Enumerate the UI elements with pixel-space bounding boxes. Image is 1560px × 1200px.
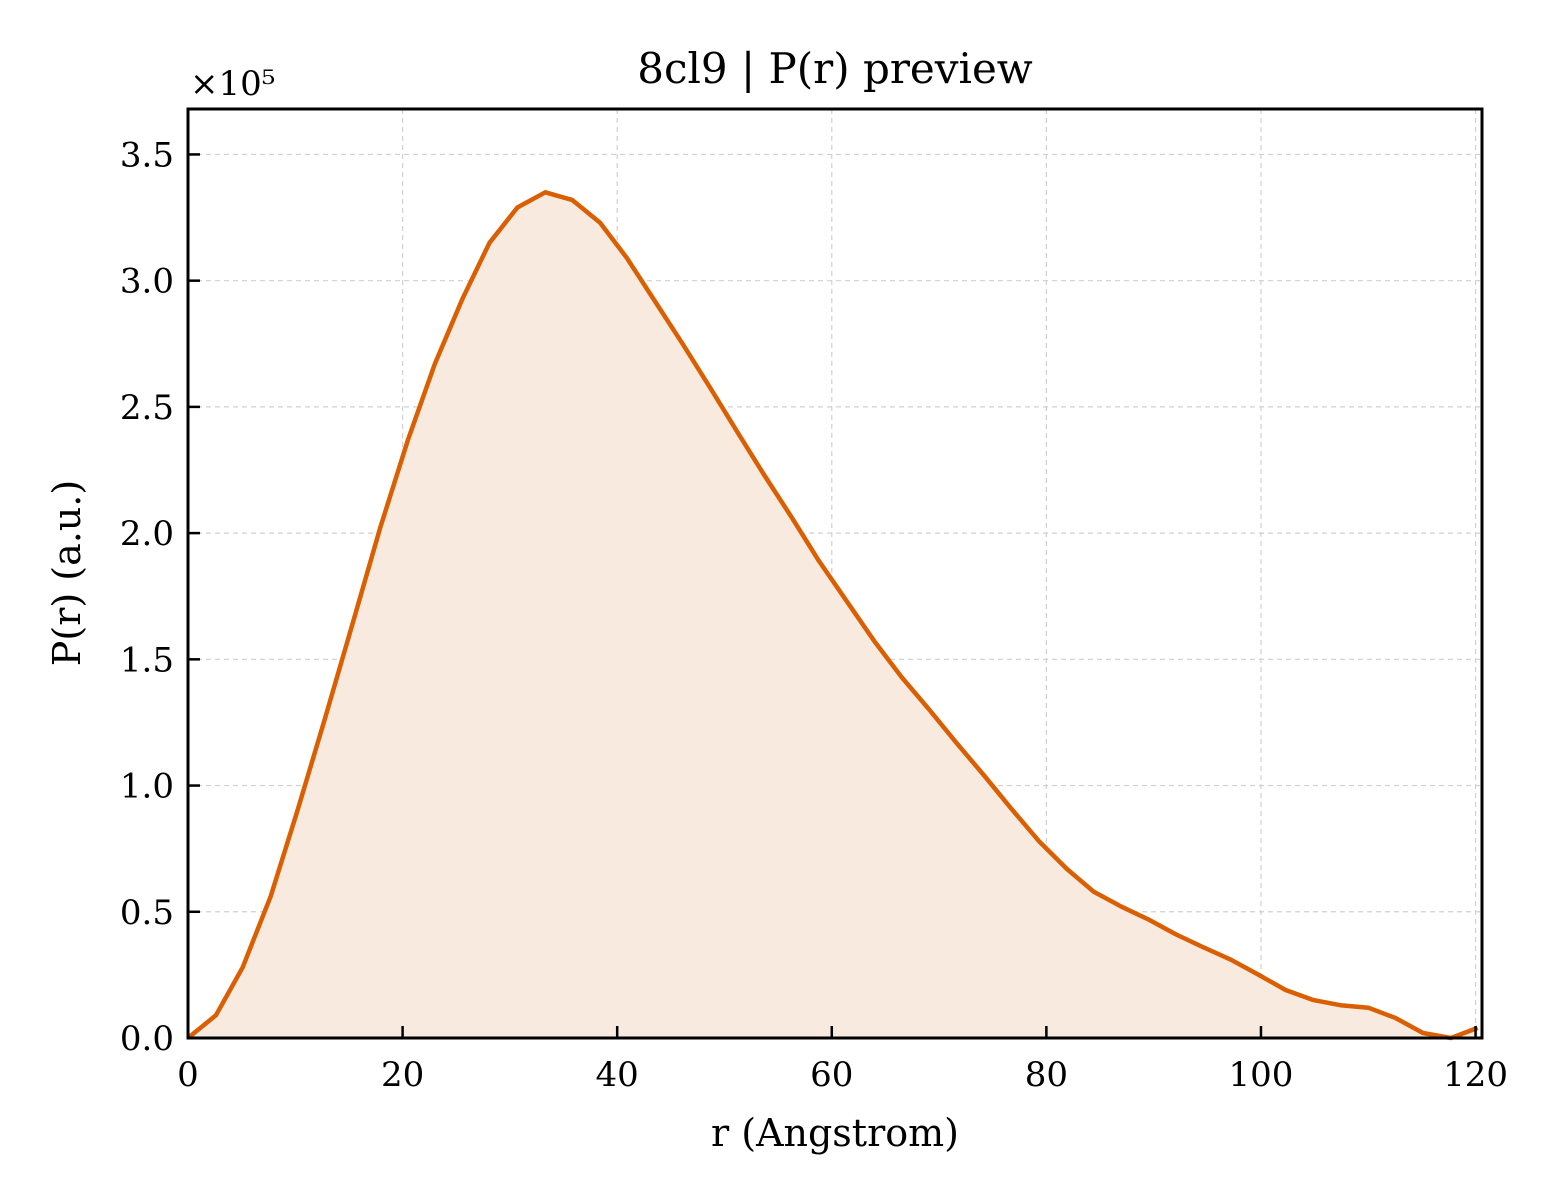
y-tick-label: 3.0	[120, 262, 174, 302]
y-tick-label: 1.5	[120, 640, 174, 680]
chart-title: 8cl9 | P(r) preview	[637, 44, 1033, 93]
x-tick-label: 120	[1443, 1055, 1508, 1095]
x-tick-label: 20	[381, 1055, 424, 1095]
plot-frame	[186, 107, 1484, 1040]
x-tick-label: 100	[1229, 1055, 1294, 1095]
y-tick-label: 0.0	[120, 1019, 174, 1059]
pr-area-fill	[188, 192, 1478, 1039]
y-tick-label: 0.5	[120, 893, 174, 933]
x-tick-label: 60	[810, 1055, 853, 1095]
y-tick-label: 2.5	[120, 388, 174, 428]
x-tick-label: 80	[1025, 1055, 1068, 1095]
y-tick-label: 2.0	[120, 514, 174, 554]
x-axis-label: r (Angstrom)	[711, 1111, 959, 1155]
y-axis-label: P(r) (a.u.)	[45, 480, 89, 666]
y-tick-label: 3.5	[120, 135, 174, 175]
x-tick-label: 0	[177, 1055, 199, 1095]
x-tick-label: 40	[596, 1055, 639, 1095]
y-tick-label: 1.0	[120, 767, 174, 807]
y-multiplier-label: ×10⁵	[190, 64, 275, 104]
axis-ticks	[186, 153, 1477, 1040]
pr-curve-line	[186, 190, 1479, 1041]
